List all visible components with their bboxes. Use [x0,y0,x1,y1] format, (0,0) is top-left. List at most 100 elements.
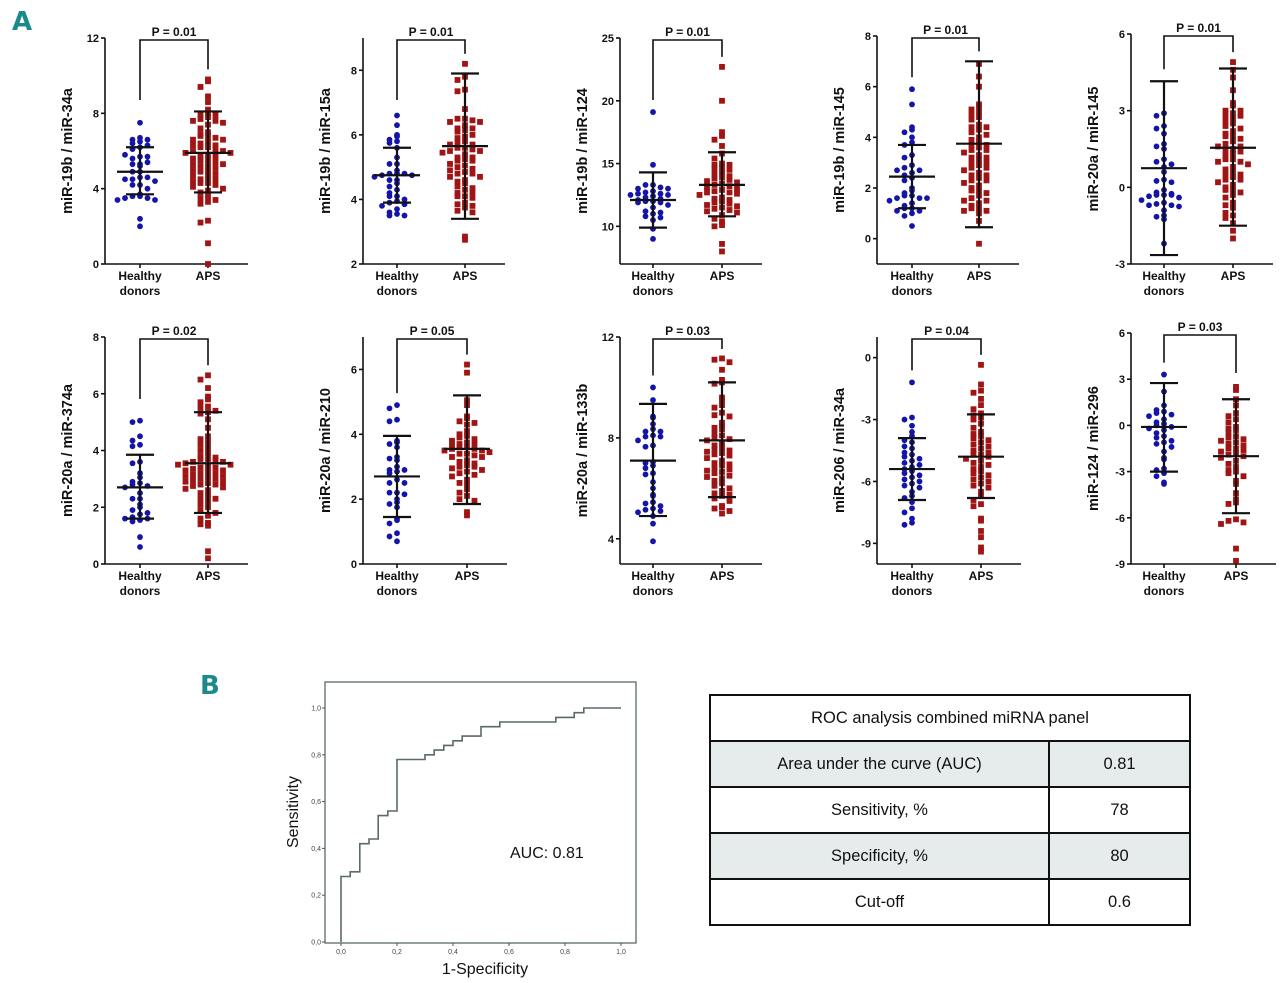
data-point-aps [970,441,977,448]
data-point-aps [976,240,982,247]
data-point-healthy [901,443,908,450]
data-point-aps [704,184,710,191]
data-point-healthy [129,140,136,147]
data-point-aps [1218,448,1224,455]
scatter-plot-3: 10 15 20 25 miR-19b / miR-124 Healthy donors AP… [575,25,762,298]
table-title-row: ROC analysis combined miRNA panel [709,694,1191,742]
data-point-aps [711,195,718,202]
scatter-plot-6: 0 2 4 6 8 miR-20a / miR-374a Healthy donors APS P… [60,324,248,598]
data-point-healthy [386,405,393,412]
data-point-aps [190,471,196,478]
data-point-healthy [152,197,158,203]
data-point-aps [1240,519,1247,526]
y-tick-label: 3 [1119,374,1125,386]
roc-y-axis-label: Sensitivity [285,776,302,848]
data-point-healthy [635,190,641,197]
data-point-healthy [916,462,923,468]
data-point-aps [212,481,219,488]
data-point-aps [970,470,977,477]
category-label-aps: APS [1224,569,1249,583]
category-label-line: Healthy [1142,569,1186,583]
p-value-label: P = 0.03 [1178,320,1223,334]
data-point-aps [220,478,226,485]
data-point-aps [197,219,204,226]
data-point-aps [477,173,483,180]
data-point-healthy [916,484,923,491]
data-point-aps [1225,445,1232,452]
data-point-aps [1222,140,1229,147]
data-point-aps [970,447,977,454]
data-point-aps [978,381,984,388]
data-point-aps [983,159,990,166]
data-point-healthy [1168,444,1175,450]
data-point-healthy [894,167,900,174]
data-point-healthy [144,195,151,201]
table-row: Area under the curve (AUC) 0.81 [709,740,1191,788]
data-point-healthy [1168,179,1175,186]
data-point-aps [726,447,733,454]
y-tick-label: 4 [608,534,615,546]
data-point-healthy [916,195,923,202]
y-tick-label: 8 [93,332,99,344]
data-point-healthy [650,161,656,168]
row-value: 0.81 [1048,740,1191,788]
scatter-plot-8: 4 8 12 miR-20a / miR-133b Healthy donors APS P … [575,324,762,598]
category-label-aps: APS [969,569,994,583]
data-point-healthy [909,379,915,386]
data-point-aps [220,467,226,474]
data-point-aps [197,464,204,471]
y-axis-label: miR-19b / miR-15a [318,87,334,214]
data-point-aps [1233,384,1239,390]
data-point-aps [205,193,211,200]
data-point-healthy [909,515,915,522]
data-point-healthy [1153,201,1160,207]
data-point-aps [212,457,219,464]
data-point-healthy [650,109,656,115]
data-point-healthy [642,189,649,196]
y-tick-label: 6 [93,389,99,401]
data-point-aps [734,209,740,216]
data-point-healthy [129,437,136,444]
data-point-aps [968,187,975,194]
data-point-aps [205,217,211,224]
data-point-healthy [901,459,908,466]
data-point-healthy [1153,143,1160,150]
row-label: Sensitivity, % [709,786,1050,834]
category-label-line: donors [633,584,674,598]
roc-summary-table: ROC analysis combined miRNA panel Area u… [709,694,1191,926]
data-point-aps [1222,215,1229,221]
data-point-healthy [122,515,128,522]
data-point-aps [719,218,725,225]
data-point-aps [1230,59,1236,66]
data-point-aps [454,178,461,185]
data-point-aps [456,450,463,457]
table-row: Cut-off 0.6 [709,878,1191,926]
data-point-aps [726,452,733,459]
data-point-aps [968,172,975,179]
category-label-line: Healthy [375,269,419,283]
data-point-aps [205,78,211,85]
data-point-aps [968,106,975,113]
data-point-aps [205,403,211,410]
data-point-aps [970,416,977,423]
data-point-aps [197,481,204,488]
data-point-aps [454,157,461,164]
data-point-aps [719,504,725,511]
data-point-aps [983,190,990,196]
data-point-healthy [1168,437,1175,444]
y-tick-label: 6 [351,364,357,376]
data-point-aps [1225,517,1232,524]
data-point-healthy [1146,202,1152,209]
data-point-aps [197,501,204,508]
y-tick-label: 15 [602,159,614,171]
data-point-aps [197,475,204,482]
data-point-healthy [129,182,136,188]
data-point-aps [1233,516,1239,523]
data-point-aps [454,164,461,171]
data-point-healthy [916,455,923,462]
data-point-healthy [894,195,900,202]
roc-y-tick-label: 1,0 [311,706,321,713]
y-tick-label: -9 [861,538,871,550]
data-point-aps [190,178,196,185]
data-point-aps [479,467,485,473]
